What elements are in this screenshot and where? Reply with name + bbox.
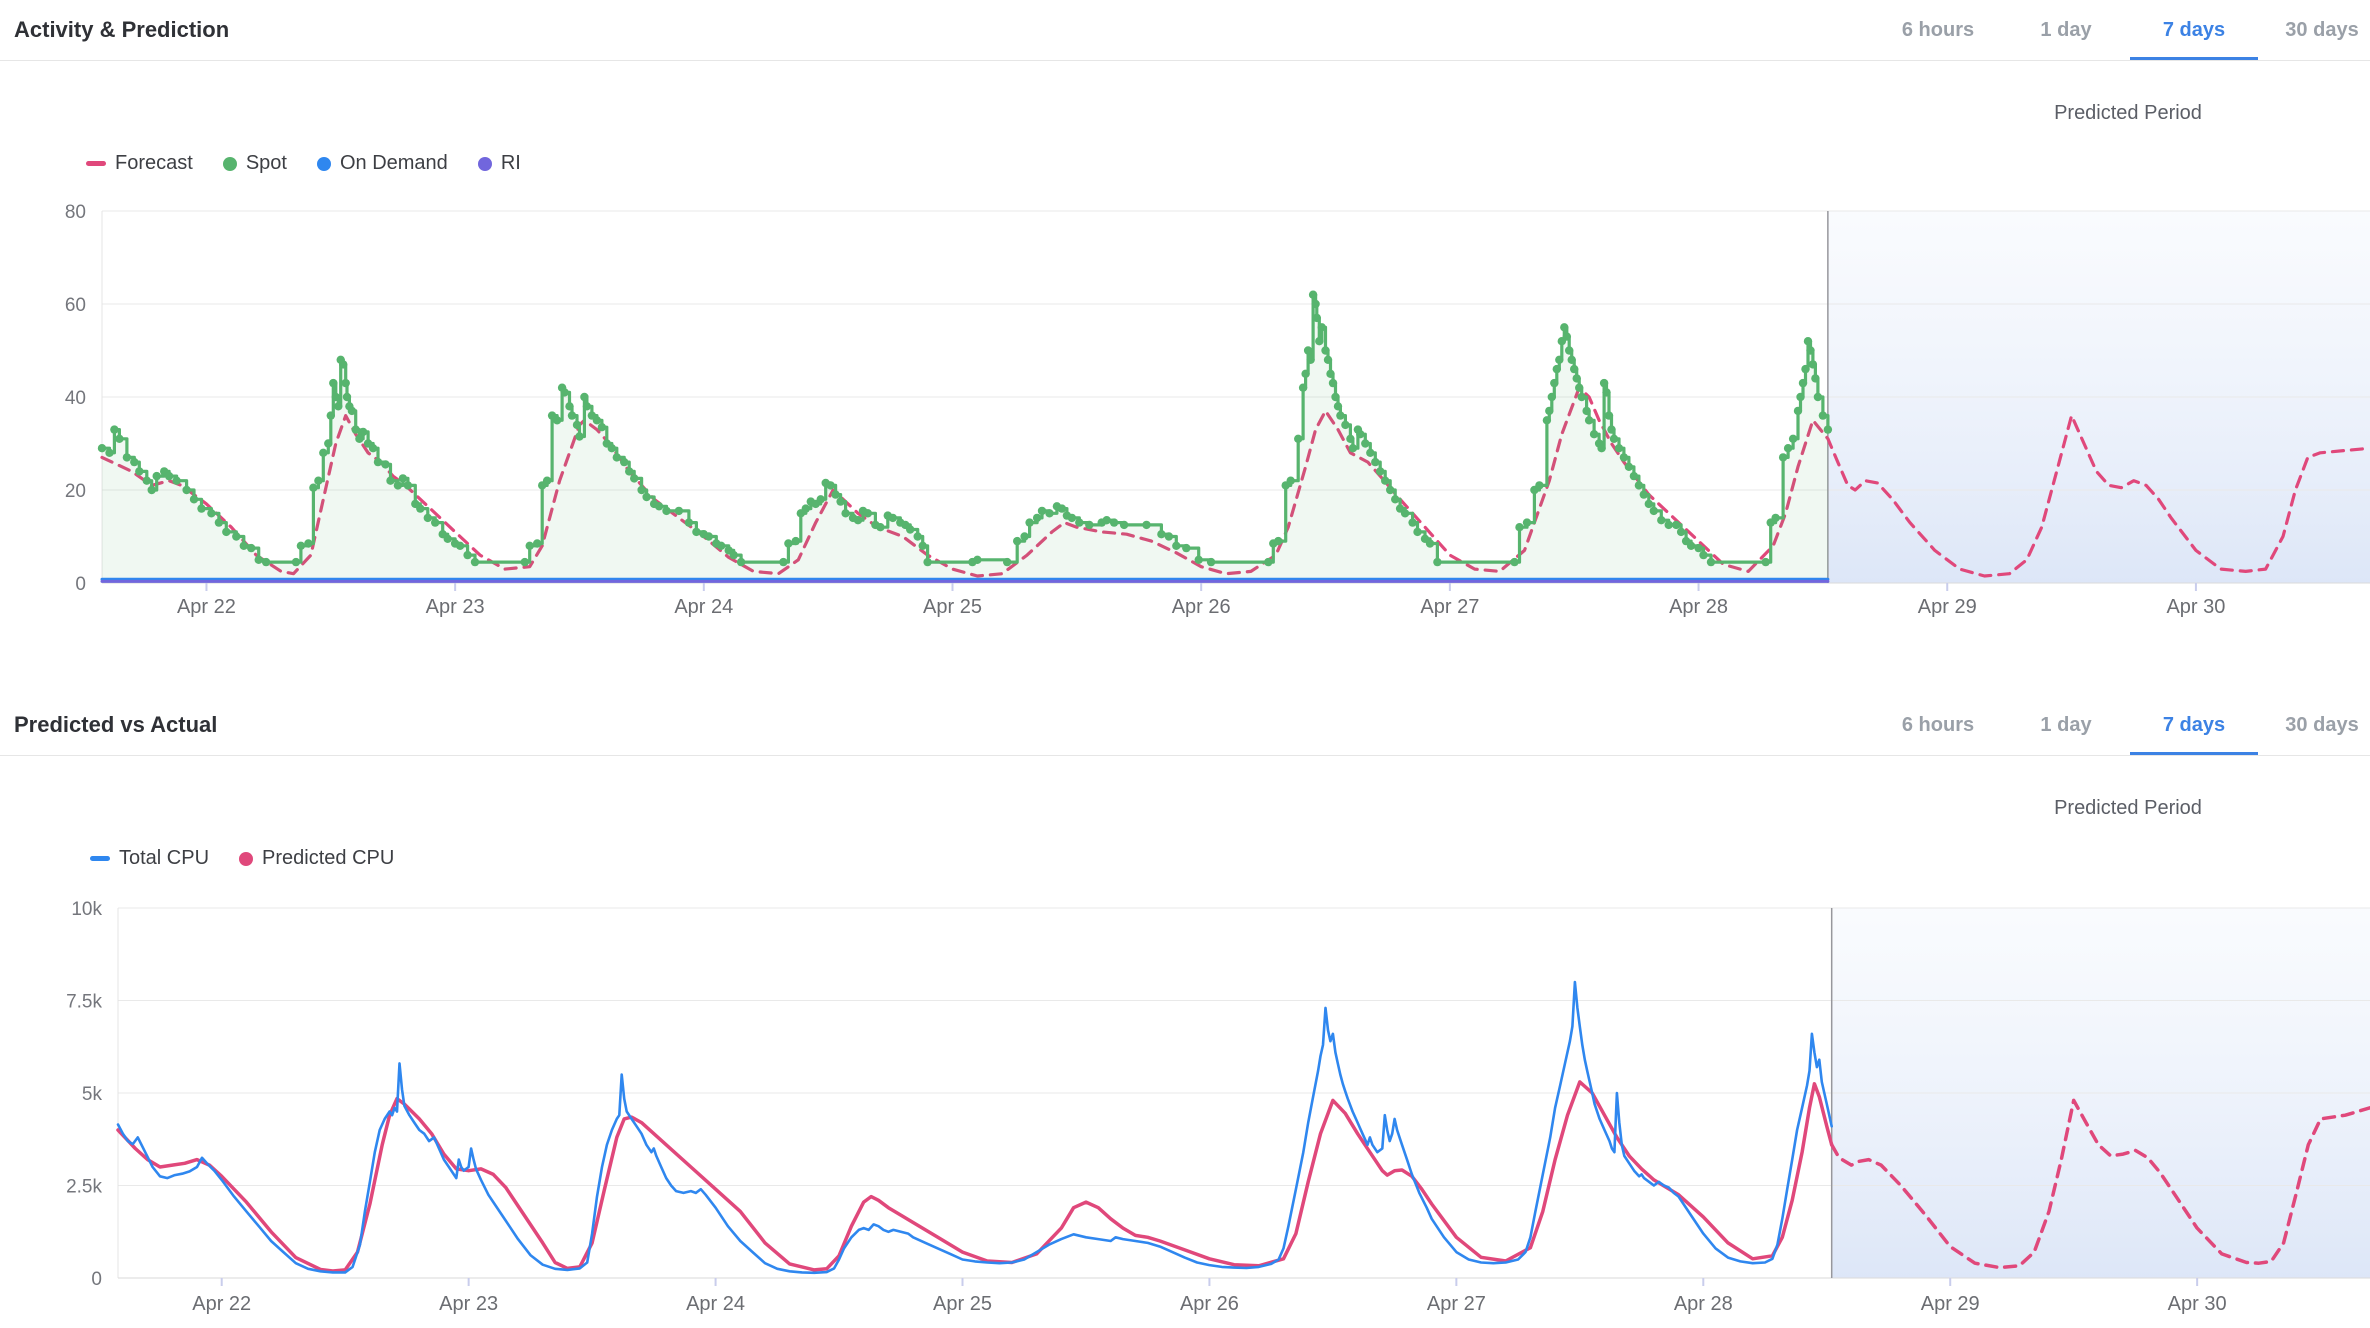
predicted-cpu-series-line[interactable]	[116, 1080, 1834, 1273]
x-axis-label: Apr 22	[192, 1293, 251, 1315]
activity-panel-header: Activity & Prediction 6 hours 1 day 7 days…	[0, 0, 2370, 61]
tab-7-days[interactable]: 7 days	[2130, 0, 2258, 60]
x-axis-label: Apr 24	[674, 596, 733, 618]
x-axis-label: Apr 28	[1674, 1293, 1733, 1315]
legend-label: Forecast	[115, 152, 193, 174]
cpu-panel-title: Predicted vs Actual	[14, 712, 218, 737]
tab-30-days[interactable]: 30 days	[2285, 18, 2359, 41]
activity-panel-title: Activity & Prediction	[14, 17, 230, 42]
x-axis-label: Apr 22	[177, 596, 236, 618]
legend-label: RI	[500, 152, 521, 174]
legend-item-on-demand[interactable]: On Demand	[316, 152, 448, 175]
legend-label: Spot	[245, 152, 287, 174]
y-axis-label: 5k	[82, 1084, 103, 1105]
y-axis-label: 60	[65, 295, 86, 316]
x-axis-label: Apr 30	[2166, 596, 2225, 618]
y-axis-label: 20	[65, 481, 86, 502]
x-axis-label: Apr 28	[1669, 596, 1728, 618]
spot-markers	[97, 290, 1833, 567]
y-axis-label: 7.5k	[66, 992, 102, 1013]
total-cpu-legend-marker-icon	[90, 856, 110, 861]
y-axis-label: 10k	[71, 899, 102, 920]
y-axis-label: 40	[65, 388, 86, 409]
cpu-predicted-period-label: Predicted Period	[2054, 797, 2202, 819]
activity-time-range-tabs: 6 hours 1 day 7 days 30 days	[1874, 0, 2370, 60]
x-axis: Apr 22 Apr 23 Apr 24 Apr 25 Apr 26 Apr 27 Apr …	[192, 1278, 2227, 1315]
x-axis: Apr 22 Apr 23 Apr 24 Apr 25 Apr 26 Apr 27 Apr …	[177, 583, 2225, 618]
cpu-time-range-tabs: 6 hours 1 day 7 days 30 days	[1874, 695, 2370, 755]
x-axis-label: Apr 23	[439, 1293, 498, 1315]
tab-1-day[interactable]: 1 day	[2040, 18, 2092, 41]
activity-legend: Forecast Spot On Demand RI	[86, 152, 521, 175]
cpu-legend: Total CPU Predicted CPU	[90, 847, 394, 870]
legend-label: Predicted CPU	[262, 847, 395, 869]
on-demand-legend-marker-icon	[316, 156, 331, 171]
x-axis-label: Apr 27	[1427, 1293, 1486, 1315]
tab-6-hours[interactable]: 6 hours	[1901, 713, 1975, 736]
tab-6-hours[interactable]: 6 hours	[1901, 18, 1975, 41]
legend-label: On Demand	[339, 152, 448, 174]
legend-item-predicted-cpu[interactable]: Predicted CPU	[239, 847, 394, 870]
tab-30-days[interactable]: 30 days	[2285, 713, 2359, 736]
legend-item-ri[interactable]: RI	[477, 152, 521, 175]
x-axis-label: Apr 26	[1172, 596, 1231, 618]
spot-area	[102, 294, 1828, 583]
ri-legend-marker-icon	[477, 156, 492, 171]
y-axis-label: 0	[91, 1269, 102, 1290]
predicted-cpu-forecast-series-line[interactable]	[1829, 1098, 2370, 1270]
x-axis-label: Apr 26	[1180, 1293, 1239, 1315]
tab-1-day[interactable]: 1 day	[2040, 713, 2092, 736]
legend-item-spot[interactable]: Spot	[222, 152, 287, 175]
tab-7-days[interactable]: 7 days	[2130, 695, 2258, 755]
forecast-series-line[interactable]	[100, 386, 2370, 578]
predicted-cpu-legend-marker-icon	[239, 851, 254, 866]
y-axis-label: 0	[75, 574, 86, 595]
forecast-legend-marker-icon	[86, 161, 106, 166]
x-axis-label: Apr 30	[2168, 1293, 2227, 1315]
x-axis-label: Apr 24	[686, 1293, 745, 1315]
y-axis-label: 2.5k	[66, 1177, 102, 1198]
x-axis-label: Apr 29	[1918, 596, 1977, 618]
x-axis-label: Apr 23	[426, 596, 485, 618]
x-axis-label: Apr 25	[933, 1293, 992, 1315]
total-cpu-series-line[interactable]	[116, 980, 1833, 1275]
legend-label: Total CPU	[119, 847, 210, 869]
legend-item-total-cpu[interactable]: Total CPU	[90, 847, 209, 870]
cpu-panel-header: Predicted vs Actual 6 hours 1 day 7 days 30…	[0, 695, 2370, 756]
y-axis-label: 80	[65, 202, 86, 223]
spot-legend-marker-icon	[222, 156, 237, 171]
x-axis-label: Apr 25	[923, 596, 982, 618]
x-axis-label: Apr 29	[1921, 1293, 1980, 1315]
activity-predicted-period-label: Predicted Period	[2054, 102, 2202, 124]
x-axis-label: Apr 27	[1420, 596, 1479, 618]
legend-item-forecast[interactable]: Forecast	[86, 152, 193, 175]
